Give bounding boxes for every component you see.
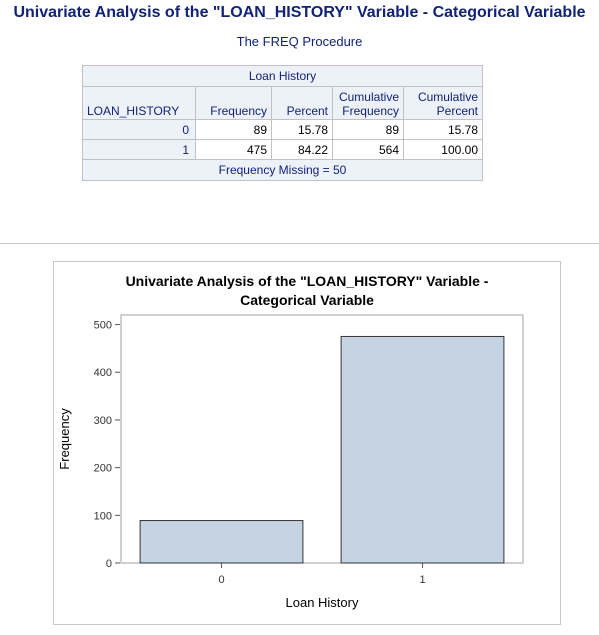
y-axis: 0 100 200 300 400 500 [94,320,120,570]
chart-title-line-2: Categorical Variable [240,292,374,308]
column-header-loan-history: LOAN_HISTORY [82,86,196,120]
procedure-subtitle: The FREQ Procedure [236,34,363,49]
cell-cumulative-percent: 100.00 [403,139,483,160]
column-header-frequency: Frequency [195,86,272,120]
bar-0 [139,520,304,564]
y-tick-label: 300 [94,415,112,427]
bars [139,335,505,564]
column-header-cumulative-percent: Cumulative Percent [403,86,483,120]
bar-1 [340,335,505,564]
section-divider [0,243,599,244]
y-tick-label: 0 [106,558,112,570]
y-tick-label: 400 [94,367,112,379]
x-axis-label: Loan History [286,595,359,610]
column-header-cumulative-frequency: Cumulative Frequency [332,86,404,120]
chart-frame: Univariate Analysis of the "LOAN_HISTORY… [53,261,561,625]
y-tick-label: 100 [94,510,112,522]
x-tick-label: 0 [218,574,224,586]
row-level: 1 [82,139,196,160]
table-row: 0 89 15.78 89 15.78 [82,119,483,140]
cell-percent: 15.78 [271,119,333,140]
cell-frequency: 475 [195,139,272,160]
frequency-missing-footer: Frequency Missing = 50 [82,159,483,181]
cell-percent: 84.22 [271,139,333,160]
column-header-percent: Percent [271,86,333,120]
table-title: Loan History [82,65,483,87]
page-title: Univariate Analysis of the "LOAN_HISTORY… [13,4,586,21]
cell-cumulative-frequency: 564 [332,139,404,160]
table-row: 1 475 84.22 564 100.00 [82,139,483,160]
cell-cumulative-percent: 15.78 [403,119,483,140]
x-tick-label: 1 [419,574,425,586]
frequency-table: Loan History LOAN_HISTORY Frequency Perc… [82,65,483,181]
cell-frequency: 89 [195,119,272,140]
y-tick-label: 200 [94,463,112,475]
y-axis-label: Frequency [57,408,72,470]
bar-chart: Univariate Analysis of the "LOAN_HISTORY… [57,273,524,610]
row-level: 0 [82,119,196,140]
plot-area [120,314,524,564]
chart-title-line-1: Univariate Analysis of the "LOAN_HISTORY… [126,273,489,289]
cell-cumulative-frequency: 89 [332,119,404,140]
y-tick-label: 500 [94,320,112,332]
